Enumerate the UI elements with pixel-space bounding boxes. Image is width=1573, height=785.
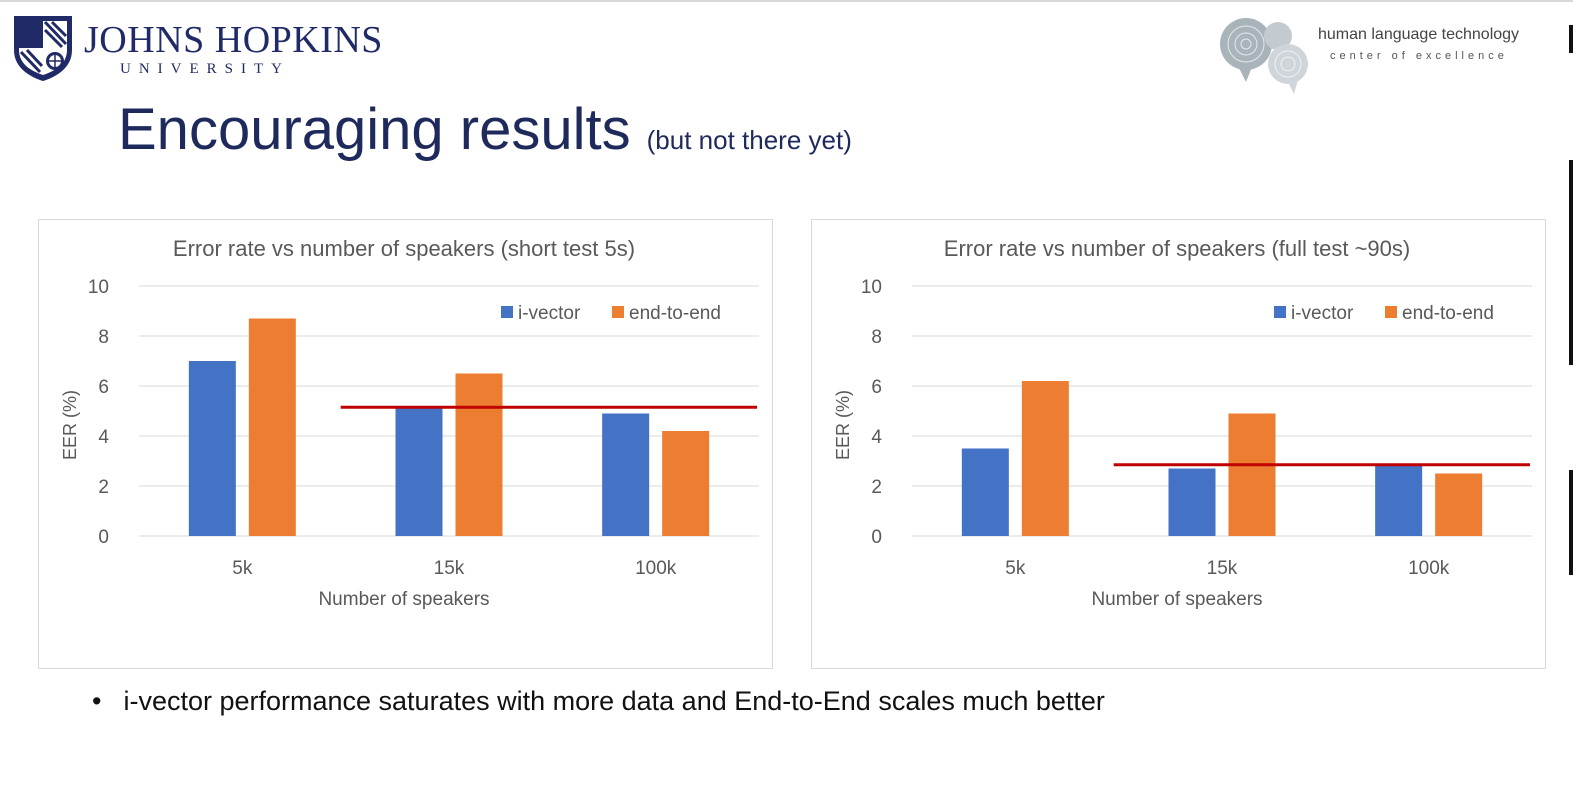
- university-subtitle: UNIVERSITY: [120, 61, 290, 77]
- legend-label: end-to-end: [629, 303, 721, 324]
- legend-label: i-vector: [1291, 303, 1354, 324]
- x-tick-label: 5k: [232, 558, 253, 579]
- y-tick-label: 0: [871, 527, 882, 548]
- bar-end-to-end-5k: [248, 318, 296, 536]
- x-axis-label: Number of speakers: [318, 589, 489, 610]
- bar-end-to-end-15k: [1228, 413, 1276, 536]
- chart-panel-full-test: Error rate vs number of speakers (full t…: [811, 219, 1546, 669]
- x-axis-label: Number of speakers: [1091, 589, 1262, 610]
- slide-title-sub: (but not there yet): [646, 125, 852, 155]
- y-tick-label: 8: [98, 327, 109, 348]
- y-tick-label: 4: [871, 427, 882, 448]
- legend-swatch-i-vector: [501, 306, 513, 318]
- slide-title: Encouraging results (but not there yet): [118, 96, 852, 163]
- y-tick-label: 6: [871, 377, 882, 398]
- window-edge-marker: [1569, 25, 1573, 53]
- slide-title-main: Encouraging results: [118, 97, 631, 162]
- bar-end-to-end-5k: [1021, 381, 1069, 536]
- window-edge-marker: [1569, 470, 1573, 575]
- bar-i-vector-5k: [961, 448, 1009, 536]
- hlt-logo: human language technology center of exce…: [1218, 10, 1558, 95]
- bar-i-vector-15k: [395, 408, 443, 536]
- top-border: [0, 0, 1573, 2]
- bar-end-to-end-100k: [662, 431, 710, 536]
- chart-panel-short-test: Error rate vs number of speakers (short …: [38, 219, 773, 669]
- bar-end-to-end-15k: [455, 373, 503, 536]
- x-tick-label: 15k: [1207, 558, 1238, 579]
- hlt-tagline: center of excellence: [1330, 50, 1508, 62]
- legend-swatch-end-to-end: [1385, 306, 1397, 318]
- bar-end-to-end-100k: [1435, 473, 1483, 536]
- bullet-text: i-vector performance saturates with more…: [123, 686, 1105, 716]
- bar-i-vector-15k: [1168, 468, 1216, 536]
- window-edge-marker: [1569, 160, 1573, 365]
- university-name: JOHNS HOPKINS: [84, 19, 383, 61]
- legend-label: end-to-end: [1402, 303, 1494, 324]
- y-tick-label: 2: [98, 477, 109, 498]
- jhu-shield-icon: [14, 16, 72, 81]
- y-tick-label: 4: [98, 427, 109, 448]
- chart-title: Error rate vs number of speakers (full t…: [944, 236, 1410, 261]
- y-tick-label: 8: [871, 327, 882, 348]
- x-tick-label: 100k: [635, 558, 677, 579]
- y-tick-label: 0: [98, 527, 109, 548]
- legend-swatch-i-vector: [1274, 306, 1286, 318]
- y-tick-label: 10: [861, 277, 882, 298]
- y-axis-label: EER (%): [833, 390, 853, 460]
- x-tick-label: 5k: [1005, 558, 1026, 579]
- y-tick-label: 10: [88, 277, 109, 298]
- speech-bubbles-icon: [1220, 18, 1308, 94]
- y-tick-label: 6: [98, 377, 109, 398]
- jhu-logo: JOHNS HOPKINS UNIVERSITY: [12, 14, 382, 84]
- y-tick-label: 2: [871, 477, 882, 498]
- x-tick-label: 15k: [434, 558, 465, 579]
- legend-swatch-end-to-end: [612, 306, 624, 318]
- x-tick-label: 100k: [1408, 558, 1450, 579]
- y-axis-label: EER (%): [60, 390, 80, 460]
- bullet-marker: •: [92, 686, 102, 716]
- bar-i-vector-5k: [188, 361, 236, 536]
- legend-label: i-vector: [518, 303, 581, 324]
- bar-i-vector-100k: [1375, 466, 1423, 536]
- chart-short-test: Error rate vs number of speakers (short …: [60, 236, 759, 610]
- bar-i-vector-100k: [602, 413, 650, 536]
- hlt-name: human language technology: [1318, 26, 1520, 43]
- chart-title: Error rate vs number of speakers (short …: [173, 236, 635, 261]
- chart-full-test: Error rate vs number of speakers (full t…: [833, 236, 1532, 610]
- bullet-point: • i-vector performance saturates with mor…: [92, 686, 1105, 717]
